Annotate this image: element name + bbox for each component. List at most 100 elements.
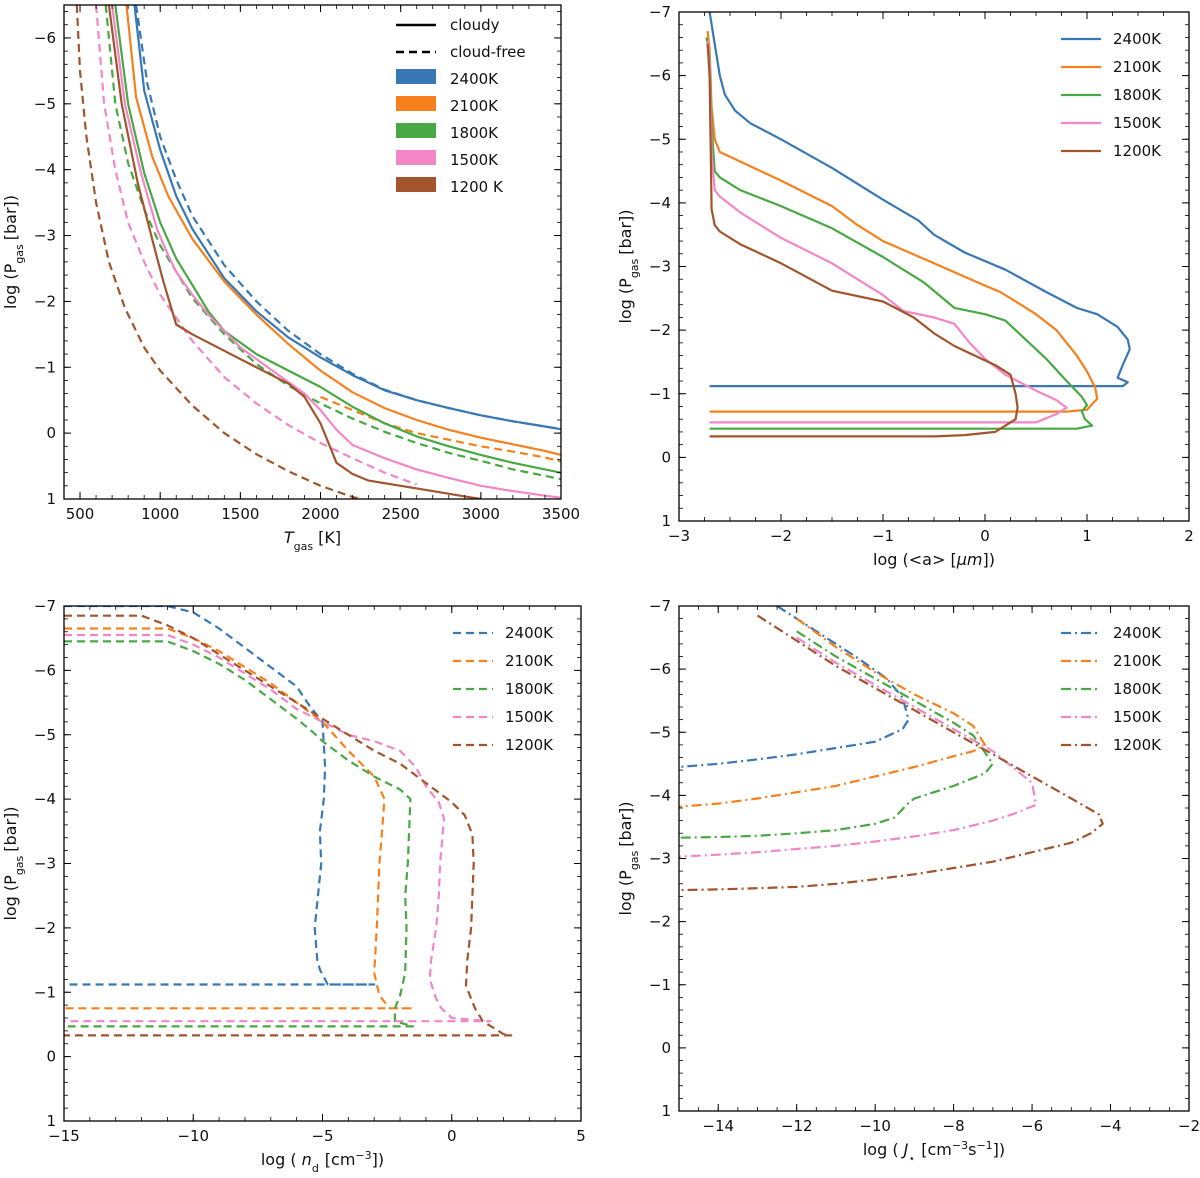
x-tick-label: −12 — [781, 1117, 813, 1135]
y-tick-label: −1 — [34, 983, 56, 1001]
x-tick-label: 2000 — [301, 505, 339, 523]
legend-label: 1800K — [1113, 680, 1162, 698]
series-line-1500k — [64, 633, 492, 1023]
x-axis-label: log ( nd [cm−3]) — [261, 1149, 384, 1175]
series-line-2100k-cloud-free — [320, 395, 561, 463]
series-line-2100k — [706, 30, 1099, 413]
legend-label: cloudy — [450, 16, 500, 34]
y-tick-label: −4 — [34, 161, 56, 179]
x-tick-label: −5 — [311, 1127, 333, 1145]
x-tick-label: 500 — [66, 505, 95, 523]
x-tick-label: 2 — [1184, 527, 1194, 545]
y-axis-label: log (Pgas[bar]) — [616, 209, 641, 323]
legend-label: 2100K — [505, 652, 554, 670]
legend-patch-2400K — [396, 69, 436, 84]
y-tick-label: −1 — [34, 358, 56, 376]
y-tick-label: −2 — [34, 292, 56, 310]
x-tick-label: 0 — [980, 527, 990, 545]
legend: 2400K 2100K 1800K 1500K 1200K — [1061, 624, 1162, 754]
legend-label: 1800K — [450, 124, 499, 142]
x-tick-label: −4 — [1099, 1117, 1121, 1135]
x-tick-label: −2 — [770, 527, 792, 545]
x-tick-label: −6 — [1021, 1117, 1043, 1135]
series-line-2400k-cloud-free — [135, 5, 561, 431]
x-tick-label: −10 — [177, 1127, 209, 1145]
x-axis-label: log (<a> [µm]) — [873, 550, 995, 569]
x-tick-label: 0 — [447, 1127, 457, 1145]
plot-frame — [63, 4, 562, 500]
y-axis-label: log (Pgas[bar]) — [1, 806, 26, 920]
legend-label: 2400K — [1113, 624, 1162, 642]
chart-1: 500 1000 1500 2000 2500 3000 3500 −6 −5 −4 −3 −2 −1 0… — [1, 4, 580, 553]
y-tick-label: −6 — [34, 661, 56, 679]
legend-label: 2100K — [1113, 652, 1162, 670]
y-tick-label: −1 — [649, 385, 671, 403]
y-tick-label: −3 — [34, 227, 56, 245]
x-tick-label: −2 — [1178, 1117, 1200, 1135]
y-tick-label: 0 — [661, 448, 671, 466]
series-line-1200k-cloud-free — [75, 5, 367, 499]
legend-label: 1800K — [505, 680, 554, 698]
series-line-1500k-cloud-free — [95, 5, 418, 486]
legend-patch-1800K — [396, 123, 436, 138]
series-line-1800k — [64, 640, 415, 1028]
series-group — [705, 12, 1131, 438]
y-tick-label: −6 — [649, 660, 671, 678]
series-line-2400k — [708, 12, 1131, 388]
y-tick-label: −3 — [34, 855, 56, 873]
series-group — [75, 5, 561, 499]
y-tick-label: −7 — [649, 597, 671, 615]
series-group — [679, 606, 1104, 892]
y-tick-label: −4 — [34, 790, 56, 808]
legend-patch-1500K — [396, 150, 436, 165]
legend-label: 2100K — [450, 97, 499, 115]
y-tick-label: −7 — [649, 3, 671, 21]
legend-label: 1200K — [1113, 142, 1162, 160]
y-tick-label: −2 — [34, 919, 56, 937]
y-tick-label: −4 — [649, 786, 671, 804]
y-tick-label: −3 — [649, 258, 671, 276]
series-line-1800k — [679, 630, 994, 839]
x-tick-label: 5 — [576, 1127, 586, 1145]
y-tick-label: −6 — [34, 29, 56, 47]
y-tick-label: 1 — [46, 1112, 56, 1130]
y-tick-label: 0 — [46, 424, 56, 442]
series-line-2100k — [64, 627, 415, 1010]
series-line-1200k-cloudy — [107, 5, 481, 499]
legend-patch-2100K — [396, 96, 436, 111]
y-tick-label: −5 — [34, 726, 56, 744]
y-tick-label: 0 — [46, 1048, 56, 1066]
legend-label: 1800K — [1113, 86, 1162, 104]
series-line-1500k-cloudy — [111, 5, 561, 499]
series-line-2100k-cloudy — [125, 5, 561, 456]
y-tick-label: −5 — [34, 95, 56, 113]
series-line-1500k — [679, 636, 1038, 858]
y-tick-label: −3 — [649, 850, 671, 868]
legend-label: cloud-free — [450, 43, 526, 61]
series-line-1800k — [705, 37, 1094, 430]
y-tick-label: 0 — [661, 1039, 671, 1057]
series-group — [64, 606, 513, 1037]
series-line-2100k — [679, 617, 987, 808]
series-line-2400k — [679, 606, 910, 769]
y-tick-label: −4 — [649, 194, 671, 212]
x-tick-label: −10 — [859, 1117, 891, 1135]
legend-patch-1200K — [396, 177, 436, 192]
legend: 2400K 2100K 1800K 1500K 1200K — [453, 624, 554, 754]
x-tick-label: 3500 — [542, 505, 580, 523]
x-axis-label: Tgas [K] — [284, 528, 341, 553]
series-line-1200k — [64, 614, 513, 1037]
x-tick-label: −15 — [48, 1127, 80, 1145]
legend-label: 1500K — [1113, 708, 1162, 726]
x-tick-label: 1 — [1082, 527, 1092, 545]
series-line-2400k-cloudy — [133, 5, 561, 431]
y-axis-label: log (Pgas[bar]) — [1, 195, 26, 309]
x-tick-label: −3 — [668, 527, 690, 545]
legend-label: 2400K — [505, 624, 554, 642]
legend: 2400K 2100K 1800K 1500K 1200K — [1061, 30, 1162, 160]
y-tick-label: −7 — [34, 597, 56, 615]
legend-label: 1200K — [1113, 736, 1162, 754]
